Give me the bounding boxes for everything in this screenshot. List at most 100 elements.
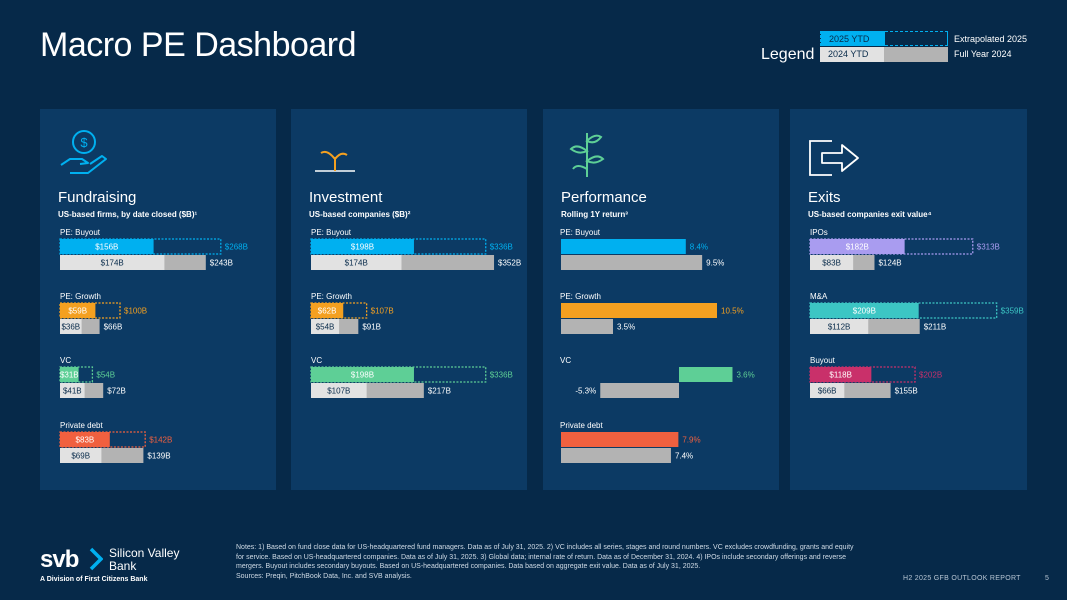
legend-desc-2025: Extrapolated 2025 xyxy=(954,34,1028,44)
data-label-full-2024: $243B xyxy=(210,259,233,268)
panel-subtitle: US-based firms, by date closed ($B)¹ xyxy=(58,210,198,219)
performance-panel: Performance Rolling 1Y return³ PE: Buyou… xyxy=(543,109,779,490)
exits-panel: Exits US-based companies exit value⁴ IPO… xyxy=(790,109,1027,490)
data-label-ytd-2025: $59B xyxy=(68,307,87,316)
footnotes: Notes: 1) Based on fund close data for U… xyxy=(236,544,854,570)
legend-swatch-2025: 2025 YTD xyxy=(820,31,948,46)
data-label-extrapolated-2025: $313B xyxy=(977,243,1000,252)
data-label-extrapolated-2025: $336B xyxy=(490,243,513,252)
bar-return-2024 xyxy=(600,383,679,398)
bar-ytd-2024 xyxy=(810,383,845,398)
bar-ytd-2025 xyxy=(60,432,110,447)
data-label-ytd-2024: $66B xyxy=(818,387,837,396)
bar-ytd-2024 xyxy=(60,448,102,463)
bar-return-2025 xyxy=(679,367,733,382)
data-label-ytd-2025: $198B xyxy=(351,243,374,252)
fundraising-panel: $ Fundraising US-based firms, by date cl… xyxy=(40,109,276,490)
bar-ytd-2024 xyxy=(810,319,869,334)
data-label-ytd-2025: $118B xyxy=(829,371,852,380)
category-label: PE: Growth xyxy=(311,292,352,301)
bar-ytd-2025 xyxy=(60,239,154,254)
panel-subtitle: Rolling 1Y return³ xyxy=(561,210,628,219)
data-label-extrapolated-2025: $107B xyxy=(371,307,394,316)
data-label-extrapolated-2025: $142B xyxy=(149,436,172,445)
bar-ytd-2025 xyxy=(311,303,344,318)
data-label-extrapolated-2025: $268B xyxy=(225,243,248,252)
data-label-ytd-2025: $209B xyxy=(853,307,876,316)
category-label: M&A xyxy=(810,292,828,301)
bar-return-2025 xyxy=(561,239,686,254)
bar-ytd-2024 xyxy=(311,319,340,334)
bar-ytd-2024 xyxy=(60,319,82,334)
bar-ytd-2025 xyxy=(810,303,919,318)
data-label-extrapolated-2025: $359B xyxy=(1001,307,1024,316)
data-label-ytd-2024: $41B xyxy=(63,387,82,396)
data-label-full-2024: $352B xyxy=(498,259,521,268)
data-label-ytd-2025: $156B xyxy=(95,243,118,252)
data-label-return-2024: 7.4% xyxy=(675,452,693,461)
data-label-ytd-2025: $182B xyxy=(846,243,869,252)
data-label-ytd-2025: $31B xyxy=(60,371,79,380)
data-label-extrapolated-2025: $202B xyxy=(919,371,942,380)
bar-ytd-2025 xyxy=(60,303,96,318)
data-label-full-2024: $91B xyxy=(362,323,381,332)
data-label-full-2024: $66B xyxy=(104,323,123,332)
data-label-return-2025: 7.9% xyxy=(682,436,700,445)
report-name: H2 2025 GFB OUTLOOK REPORT xyxy=(903,575,1021,582)
data-label-return-2025: 8.4% xyxy=(690,243,708,252)
legend-desc-2024: Full Year 2024 xyxy=(954,49,1012,59)
bar-return-2024 xyxy=(561,319,613,334)
panel-title: Exits xyxy=(808,189,841,206)
category-label: IPOs xyxy=(810,228,828,237)
data-label-ytd-2025: $83B xyxy=(76,436,95,445)
data-label-ytd-2024: $36B xyxy=(61,323,80,332)
data-label-ytd-2024: $69B xyxy=(71,452,90,461)
bar-ytd-2024 xyxy=(60,255,165,270)
data-label-full-2024: $139B xyxy=(147,452,170,461)
bar-ytd-2025 xyxy=(60,367,79,382)
bar-return-2025 xyxy=(561,303,717,318)
data-label-return-2025: 10.5% xyxy=(721,307,744,316)
category-label: VC xyxy=(311,356,322,365)
legend-label: Legend xyxy=(761,46,815,63)
data-label-ytd-2024: $54B xyxy=(316,323,335,332)
category-label: Private debt xyxy=(60,421,103,430)
data-label-ytd-2024: $112B xyxy=(828,323,851,332)
panel-title: Investment xyxy=(309,189,383,206)
exit-arrow-icon xyxy=(809,140,859,176)
bar-return-2024 xyxy=(561,448,671,463)
data-label-ytd-2024: $174B xyxy=(345,259,368,268)
logo-bank-name: Silicon Valley Bank xyxy=(109,546,180,573)
category-label: Private debt xyxy=(560,421,603,430)
data-label-ytd-2024: $83B xyxy=(822,259,841,268)
data-label-full-2024: $72B xyxy=(107,387,126,396)
bar-ytd-2024 xyxy=(810,255,854,270)
data-label-extrapolated-2025: $336B xyxy=(490,371,513,380)
data-label-ytd-2024: $174B xyxy=(101,259,124,268)
logo-wordmark: svb xyxy=(40,546,79,573)
data-label-extrapolated-2025: $100B xyxy=(124,307,147,316)
bar-ytd-2024 xyxy=(60,383,85,398)
svg-text:$: $ xyxy=(80,135,88,150)
category-label: VC xyxy=(60,356,71,365)
performance-chart: PE: Buyout 8.4% 9.5% PE: Growth 10.5% 3.5% VC 3… xyxy=(560,228,755,463)
fundraising-chart: PE: Buyout $156B $268B $174B $243B PE: Growth… xyxy=(59,228,248,463)
money-hand-icon: $ xyxy=(60,130,107,174)
category-label: VC xyxy=(560,356,571,365)
data-label-full-2024: $155B xyxy=(895,387,918,396)
bar-ytd-2025 xyxy=(311,239,414,254)
page-number: 5 xyxy=(1045,575,1049,582)
data-label-full-2024: $124B xyxy=(878,259,901,268)
category-label: Buyout xyxy=(810,356,836,365)
sources: Sources: Preqin, PitchBook Data, Inc. an… xyxy=(236,573,412,580)
category-label: PE: Buyout xyxy=(60,228,101,237)
page-title: Macro PE Dashboard xyxy=(40,26,357,64)
sprout-icon xyxy=(315,150,355,172)
bar-ytd-2024 xyxy=(311,383,367,398)
data-label-ytd-2025: $62B xyxy=(318,307,337,316)
bar-ytd-2025 xyxy=(810,239,905,254)
category-label: PE: Buyout xyxy=(560,228,601,237)
panel-subtitle: US-based companies exit value⁴ xyxy=(808,210,932,219)
bar-return-2024 xyxy=(561,255,703,270)
svb-logo: svb Silicon Valley Bank A Division of Fi… xyxy=(40,544,220,586)
